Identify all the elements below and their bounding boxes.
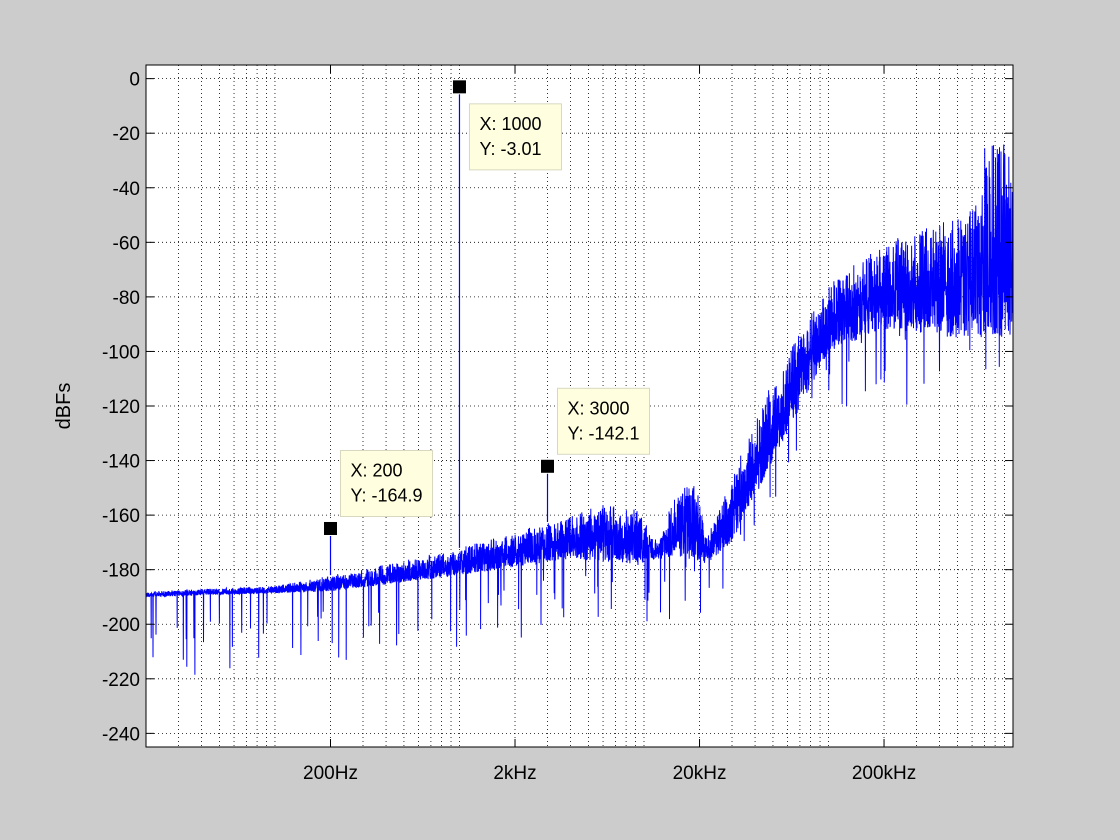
datatip-box xyxy=(468,103,562,171)
datatip[interactable]: X: 3000 Y: -142.1 xyxy=(540,387,651,474)
y-tick-label: -120 xyxy=(102,397,140,418)
datatip-box xyxy=(340,449,434,517)
y-tick-label: -200 xyxy=(102,615,140,636)
datatip-x: X: 200 xyxy=(351,460,403,480)
datatip-y: Y: -3.01 xyxy=(479,139,541,159)
x-tick-label: 2kHz xyxy=(493,763,536,784)
y-tick-label: -40 xyxy=(113,179,140,200)
y-tick-label: -100 xyxy=(102,342,140,363)
y-tick-label: -220 xyxy=(102,670,140,691)
datatip[interactable]: X: 200 Y: -164.9 xyxy=(323,449,434,536)
datatip-marker[interactable] xyxy=(540,458,556,474)
x-tick-label: 20kHz xyxy=(673,763,727,784)
y-axis-label: dBFs xyxy=(53,383,75,430)
datatip-x: X: 3000 xyxy=(568,398,630,418)
y-tick-label: -60 xyxy=(113,233,140,254)
datatip-marker[interactable] xyxy=(323,520,339,536)
spectrum-trace xyxy=(145,144,1014,675)
x-tick-label: 200kHz xyxy=(852,763,916,784)
datatip-x: X: 1000 xyxy=(479,114,541,134)
y-tick-label: -160 xyxy=(102,506,140,527)
y-tick-label: -140 xyxy=(102,452,140,473)
datatip[interactable]: X: 1000 Y: -3.01 xyxy=(451,79,562,171)
y-tick-label: -180 xyxy=(102,561,140,582)
datatip-marker[interactable] xyxy=(451,79,467,95)
y-tick-label: -20 xyxy=(113,124,140,145)
spectrum-line xyxy=(145,86,1014,675)
ticks: 0 -20 -40 -60 -80 -100 -120 -140 -160 -180 -200 -22… xyxy=(102,65,1013,784)
x-tick-label: 200Hz xyxy=(303,763,358,784)
datatips: X: 1000 Y: -3.01 X: 3000 Y: -142.1 X: 200 Y: … xyxy=(323,79,651,536)
y-tick-label: 0 xyxy=(129,70,140,91)
datatip-box xyxy=(557,387,651,455)
datatip-y: Y: -142.1 xyxy=(568,423,640,443)
datatip-y: Y: -164.9 xyxy=(351,485,423,505)
y-tick-label: -240 xyxy=(102,724,140,745)
y-tick-label: -80 xyxy=(113,288,140,309)
